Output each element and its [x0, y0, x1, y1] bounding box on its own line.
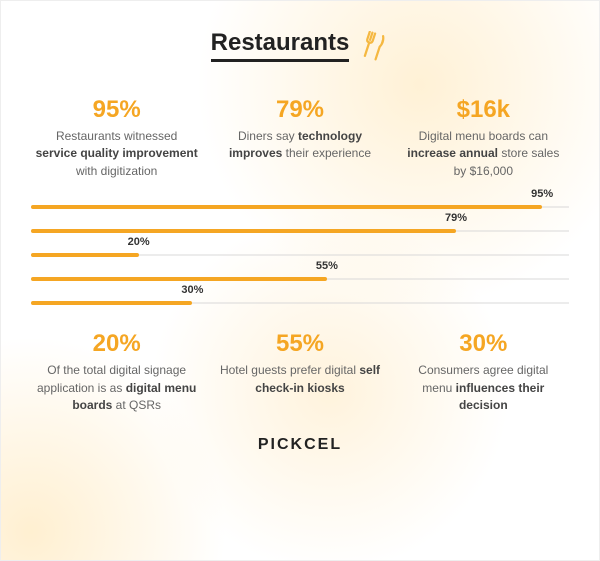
stat-card: 79% Diners say technology improves their… [214, 96, 385, 180]
stat-card: 55% Hotel guests prefer digital self che… [214, 330, 385, 414]
bar-label: 30% [181, 284, 203, 296]
stat-value: 95% [35, 96, 198, 124]
bar-chart: 95% 79% 20% 55% 30% [31, 202, 569, 308]
bottom-stats-row: 20% Of the total digital signage applica… [31, 330, 569, 414]
bar-fill [31, 277, 327, 281]
stat-value: 79% [218, 96, 381, 124]
stat-desc-pre: Hotel guests prefer digital [220, 363, 359, 377]
bar-fill [31, 229, 456, 233]
infographic-root: Restaurants 95% Restaurants witnessed se… [0, 0, 600, 561]
bar-row: 30% [31, 298, 569, 308]
top-stats-row: 95% Restaurants witnessed service qualit… [31, 96, 569, 180]
stat-value: $16k [402, 96, 565, 124]
stat-card: 30% Consumers agree digital menu influen… [398, 330, 569, 414]
stat-desc-post: with digitization [76, 164, 157, 178]
stat-card: 20% Of the total digital signage applica… [31, 330, 202, 414]
stat-card: 95% Restaurants witnessed service qualit… [31, 96, 202, 180]
bar-label: 55% [316, 260, 338, 272]
stat-desc: Digital menu boards can increase annual … [402, 128, 565, 180]
bar-fill [31, 253, 139, 257]
stat-desc-pre: Digital menu boards can [419, 129, 548, 143]
stat-desc-bold: increase annual [407, 146, 498, 160]
bar-label: 20% [128, 236, 150, 248]
stat-desc-post: their experience [282, 146, 371, 160]
bar-fill [31, 301, 192, 305]
stat-value: 20% [35, 330, 198, 358]
bar-fill [31, 205, 542, 209]
stat-value: 55% [218, 330, 381, 358]
utensils-icon [359, 31, 389, 61]
bar-row: 20% [31, 250, 569, 260]
bar-row: 55% [31, 274, 569, 284]
page-title: Restaurants [211, 29, 350, 62]
bar-label: 95% [531, 188, 553, 200]
footer: PICKCEL [31, 436, 569, 454]
bar-row: 95% [31, 202, 569, 212]
stat-value: 30% [402, 330, 565, 358]
stat-desc: Restaurants witnessed service quality im… [35, 128, 198, 180]
stat-card: $16k Digital menu boards can increase an… [398, 96, 569, 180]
bar-label: 79% [445, 212, 467, 224]
header: Restaurants [31, 29, 569, 62]
brand-logo: PICKCEL [258, 436, 342, 454]
stat-desc-pre: Restaurants witnessed [56, 129, 177, 143]
stat-desc: Of the total digital signage application… [35, 362, 198, 414]
bar-row: 79% [31, 226, 569, 236]
stat-desc-pre: Diners say [238, 129, 298, 143]
stat-desc: Consumers agree digital menu influences … [402, 362, 565, 414]
stat-desc-bold: service quality improvement [36, 146, 198, 160]
stat-desc-bold: influences their decision [456, 381, 545, 412]
stat-desc-post: at QSRs [112, 398, 161, 412]
stat-desc: Diners say technology improves their exp… [218, 128, 381, 163]
stat-desc: Hotel guests prefer digital self check-i… [218, 362, 381, 397]
